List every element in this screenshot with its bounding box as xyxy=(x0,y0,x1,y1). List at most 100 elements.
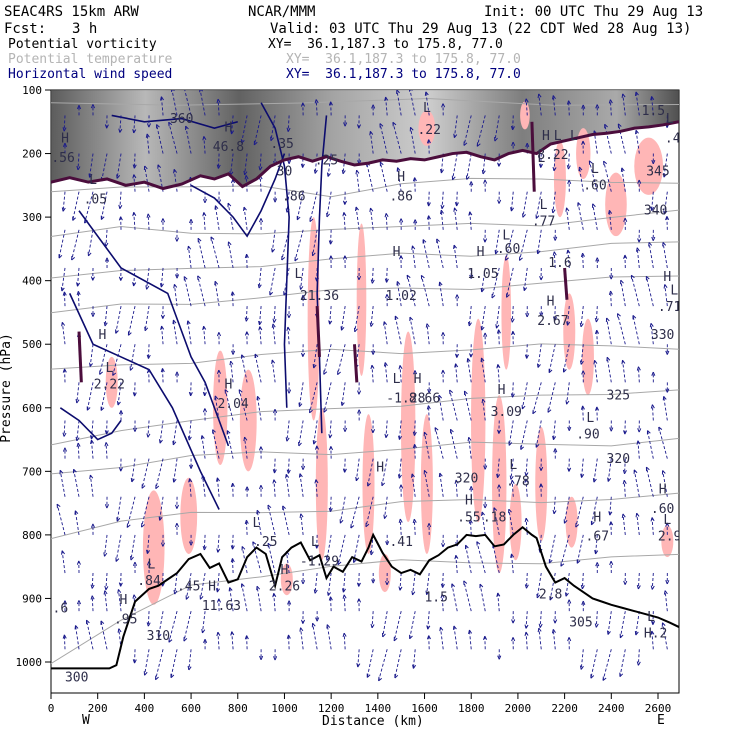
wind-vector-37 xyxy=(86,382,94,411)
pv-label-30: .60 xyxy=(497,242,520,257)
wind-vector-436 xyxy=(465,153,472,180)
wind-vector-head xyxy=(230,631,235,636)
wind-vector-153 xyxy=(202,212,207,230)
wind-vector-head xyxy=(412,664,417,669)
wind-vector-shaft xyxy=(606,317,612,345)
pv-label-36: .71 xyxy=(658,300,681,315)
wind-vector-shaft xyxy=(595,534,598,554)
wind-vector-shaft xyxy=(118,628,122,650)
wind-vector-head xyxy=(440,168,444,174)
wind-vector-shaft xyxy=(496,306,500,329)
wind-vector-head xyxy=(286,326,291,332)
wind-vector-shaft xyxy=(299,473,304,497)
wind-vector-621 xyxy=(632,314,640,345)
wind-vector-shaft xyxy=(624,458,626,474)
wind-vector-head xyxy=(129,366,134,371)
wind-vector-543 xyxy=(565,207,570,230)
wind-vector-657 xyxy=(665,573,670,585)
wind-vector-shaft xyxy=(273,479,276,497)
wind-vector-head xyxy=(100,406,105,411)
pv-label-8: 30 xyxy=(277,165,293,180)
pv-label-23: 1.5 xyxy=(642,104,665,119)
wind-vector-head xyxy=(510,318,515,323)
wind-vector-head xyxy=(132,164,137,169)
wind-vector-head xyxy=(510,479,515,485)
wind-vector-head xyxy=(665,580,670,585)
pv-label-16: L xyxy=(554,129,562,144)
wind-vector-head xyxy=(146,213,151,218)
wind-vector-head xyxy=(524,354,529,359)
wind-vector-165 xyxy=(216,98,221,116)
wind-vector-head xyxy=(525,313,530,318)
wind-vector-shaft xyxy=(441,191,444,209)
wind-vector-shaft xyxy=(371,365,374,383)
wind-vector-425 xyxy=(455,294,460,307)
wind-vector-shaft xyxy=(133,115,136,133)
wind-vector-shaft xyxy=(116,496,122,522)
wind-vector-390 xyxy=(424,91,430,116)
wind-vector-569 xyxy=(579,649,584,670)
wind-vector-308 xyxy=(343,420,348,432)
wind-vector-561 xyxy=(579,344,584,365)
wind-vector-106 xyxy=(156,124,164,154)
wind-vector-shaft xyxy=(384,496,388,519)
wind-vector-head xyxy=(339,519,344,524)
wind-vector-head xyxy=(608,209,613,215)
wind-vector-211 xyxy=(258,153,263,171)
pv-label-11: H xyxy=(397,170,405,185)
wind-vector-356 xyxy=(385,534,390,546)
wind-vector-shaft xyxy=(581,458,584,478)
pv-label-73: .25 xyxy=(254,535,277,550)
wind-vector-shaft xyxy=(246,635,248,650)
wind-vector-head xyxy=(157,633,162,638)
wind-vector-475 xyxy=(497,484,502,497)
pv-label-78: 2.26 xyxy=(269,579,300,594)
pv-label-85: .95 xyxy=(114,613,137,628)
wind-vector-88 xyxy=(132,594,137,612)
wind-vector-head xyxy=(385,580,390,586)
wind-vector-head xyxy=(551,95,556,100)
wind-vector-head xyxy=(145,133,150,138)
wind-vector-shaft xyxy=(172,319,178,345)
wind-vector-head xyxy=(581,104,586,109)
wind-vector-head xyxy=(357,409,362,414)
wind-vector-631 xyxy=(651,153,656,165)
wind-vector-638 xyxy=(650,404,655,421)
wind-vector-shaft xyxy=(450,429,458,459)
wind-vector-50 xyxy=(103,306,108,327)
wind-vector-head xyxy=(595,562,600,567)
wind-vector-head xyxy=(511,619,516,624)
wind-vector-532 xyxy=(547,382,556,413)
wind-vector-head xyxy=(520,445,525,450)
wind-vector-shaft xyxy=(540,153,542,168)
wind-vector-shaft xyxy=(189,478,192,497)
wind-vector-128 xyxy=(172,420,178,446)
wind-vector-452 xyxy=(483,179,488,192)
wind-vector-head xyxy=(480,326,485,331)
wind-vector-shaft xyxy=(633,469,640,497)
wind-vector-head xyxy=(371,428,376,434)
wind-vector-shaft xyxy=(382,611,388,638)
wind-vector-head xyxy=(607,477,612,482)
wind-vector-shaft xyxy=(539,611,542,628)
wind-vector-shaft xyxy=(337,534,346,565)
y-tick-label-100: 100 xyxy=(22,84,42,97)
wind-vector-265 xyxy=(298,473,304,497)
wind-vector-shaft xyxy=(168,611,178,643)
wind-vector-618 xyxy=(637,229,642,243)
wind-vector-head xyxy=(427,523,432,528)
wind-vector-144 xyxy=(189,458,194,469)
wind-vector-shaft xyxy=(567,153,570,170)
wind-vector-shaft xyxy=(133,594,136,612)
wind-vector-385 xyxy=(411,473,416,497)
wind-vector-351 xyxy=(383,321,388,345)
wind-vector-head xyxy=(590,674,595,679)
wind-vector-shaft xyxy=(567,249,570,268)
wind-vector-head xyxy=(480,357,485,362)
wind-vector-head xyxy=(216,332,222,337)
wind-vector-head xyxy=(483,238,488,243)
wind-vector-head xyxy=(602,676,607,681)
wind-vector-146 xyxy=(189,534,194,546)
wind-vector-shaft xyxy=(134,382,136,397)
wind-vector-416 xyxy=(441,534,446,548)
